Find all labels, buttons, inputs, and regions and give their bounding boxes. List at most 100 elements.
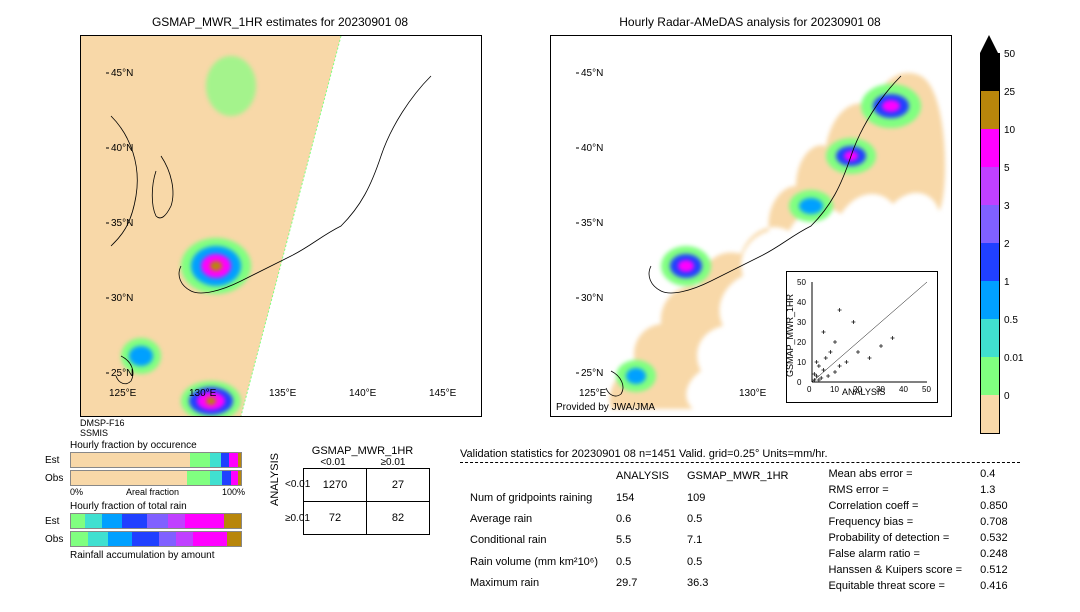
svg-text:25°N: 25°N xyxy=(111,368,133,379)
val-a: 0.5 xyxy=(608,552,677,571)
svg-text:35°N: 35°N xyxy=(581,218,603,229)
colorbar-label: 50 xyxy=(1004,49,1015,60)
colorbar-label: 0 xyxy=(1004,391,1010,402)
left-map: 45°N 40°N 35°N 30°N 25°N 125°E 130°E 135°E 140°… xyxy=(80,35,482,417)
axis-label: Areal fraction xyxy=(126,487,179,497)
colorbar-label: 0.5 xyxy=(1004,315,1018,326)
right-map-title: Hourly Radar-AMeDAS analysis for 2023090… xyxy=(550,15,950,29)
metric-label: Hanssen & Kuipers score = xyxy=(820,563,970,577)
metric-label: Frequency bias = xyxy=(820,515,970,529)
cont-col-0: <0.01 xyxy=(303,457,363,468)
val-b: 109 xyxy=(679,488,796,507)
validation-header: Validation statistics for 20230901 08 n=… xyxy=(460,448,1060,460)
bar-row-label: Est xyxy=(45,455,70,466)
svg-text:20: 20 xyxy=(797,338,806,347)
svg-text:30°N: 30°N xyxy=(111,293,133,304)
right-map: 45°N40°N35°N30°N25°N 125°E130°E135°E 001… xyxy=(550,35,952,417)
svg-text:130°E: 130°E xyxy=(739,388,767,399)
provider-label: Provided by JWA/JMA xyxy=(556,402,655,413)
scatter-inset: 0010102020303040405050 ANALYSIS GSMAP_MW… xyxy=(786,271,938,403)
cont-col-1: ≥0.01 xyxy=(363,457,423,468)
val-b: 36.3 xyxy=(679,574,796,593)
colorbar-label: 25 xyxy=(1004,87,1015,98)
svg-text:30°N: 30°N xyxy=(581,293,603,304)
metric-label: Mean abs error = xyxy=(820,467,970,481)
val-a: 29.7 xyxy=(608,574,677,593)
svg-text:45°N: 45°N xyxy=(111,68,133,79)
val-b: 0.5 xyxy=(679,552,796,571)
svg-text:40: 40 xyxy=(899,385,908,394)
svg-text:10: 10 xyxy=(830,385,839,394)
val-label: Conditional rain xyxy=(462,531,606,550)
metric-value: 0.532 xyxy=(972,531,1016,545)
cont-row-header: ANALYSIS xyxy=(269,486,281,506)
val-label: Maximum rain xyxy=(462,574,606,593)
metric-value: 0.850 xyxy=(972,499,1016,513)
contingency-block: GSMAP_MWR_1HR ANALYSIS <0.01 ≥0.01 <0.01… xyxy=(265,445,430,535)
cont-col-header: GSMAP_MWR_1HR xyxy=(295,445,430,457)
metrics-table: Mean abs error =0.4RMS error =1.3Correla… xyxy=(818,465,1017,595)
colorbar-label: 10 xyxy=(1004,125,1015,136)
val-col1: ANALYSIS xyxy=(608,467,677,486)
val-col2: GSMAP_MWR_1HR xyxy=(679,467,796,486)
metric-value: 0.4 xyxy=(972,467,1016,481)
validation-block: Validation statistics for 20230901 08 n=… xyxy=(460,448,1060,595)
bar-row-label: Obs xyxy=(45,473,70,484)
occurrence-title: Hourly fraction by occurence xyxy=(70,440,245,451)
val-a: 154 xyxy=(608,488,677,507)
cont-row-0: <0.01 xyxy=(285,479,303,490)
metric-value: 1.3 xyxy=(972,483,1016,497)
svg-text:0: 0 xyxy=(797,378,802,387)
val-a: 0.6 xyxy=(608,509,677,528)
metric-label: RMS error = xyxy=(820,483,970,497)
svg-text:10: 10 xyxy=(797,358,806,367)
cont-row-1: ≥0.01 xyxy=(285,513,303,524)
metric-value: 0.416 xyxy=(972,579,1016,593)
rain-title: Hourly fraction of total rain xyxy=(70,501,245,512)
left-map-subtitle: DMSP-F16SSMIS xyxy=(80,418,125,438)
metric-value: 0.512 xyxy=(972,563,1016,577)
contingency-table: 127027 7282 xyxy=(303,468,430,535)
axis-0: 0% xyxy=(70,487,83,497)
scatter-ylabel: GSMAP_MWR_1HR xyxy=(785,294,795,377)
axis-100: 100% xyxy=(222,487,245,497)
svg-text:0: 0 xyxy=(807,385,812,394)
colorbar-label: 2 xyxy=(1004,239,1010,250)
val-label: Average rain xyxy=(462,509,606,528)
svg-text:135°E: 135°E xyxy=(269,388,297,399)
metric-value: 0.248 xyxy=(972,547,1016,561)
val-b: 0.5 xyxy=(679,509,796,528)
bar-row-label: Est xyxy=(45,516,70,527)
colorbar-label: 5 xyxy=(1004,163,1010,174)
svg-text:125°E: 125°E xyxy=(579,388,607,399)
val-a: 5.5 xyxy=(608,531,677,550)
val-label: Rain volume (mm km²10⁶) xyxy=(462,552,606,571)
colorbar-label: 3 xyxy=(1004,201,1010,212)
val-b: 7.1 xyxy=(679,531,796,550)
validation-table: ANALYSISGSMAP_MWR_1HR Num of gridpoints … xyxy=(460,465,798,595)
svg-text:25°N: 25°N xyxy=(581,368,603,379)
bar-row-label: Obs xyxy=(45,534,70,545)
fraction-bars: Hourly fraction by occurence Est Obs 0% A… xyxy=(45,440,245,561)
scatter-xlabel: ANALYSIS xyxy=(842,387,885,397)
accum-title: Rainfall accumulation by amount xyxy=(70,550,245,561)
svg-text:30: 30 xyxy=(797,318,806,327)
svg-text:50: 50 xyxy=(922,385,931,394)
svg-text:40: 40 xyxy=(797,298,806,307)
svg-text:35°N: 35°N xyxy=(111,218,133,229)
svg-text:125°E: 125°E xyxy=(109,388,137,399)
colorbar-label: 0.01 xyxy=(1004,353,1023,364)
svg-text:145°E: 145°E xyxy=(429,388,457,399)
metric-label: Probability of detection = xyxy=(820,531,970,545)
svg-text:50: 50 xyxy=(797,278,806,287)
svg-text:130°E: 130°E xyxy=(189,388,217,399)
metric-label: Correlation coeff = xyxy=(820,499,970,513)
metric-label: False alarm ratio = xyxy=(820,547,970,561)
colorbar-label: 1 xyxy=(1004,277,1010,288)
svg-text:40°N: 40°N xyxy=(581,143,603,154)
svg-text:40°N: 40°N xyxy=(111,143,133,154)
svg-text:140°E: 140°E xyxy=(349,388,377,399)
left-map-title: GSMAP_MWR_1HR estimates for 20230901 08 xyxy=(80,15,480,29)
metric-label: Equitable threat score = xyxy=(820,579,970,593)
colorbar: 50251053210.50.010 xyxy=(980,35,1000,434)
